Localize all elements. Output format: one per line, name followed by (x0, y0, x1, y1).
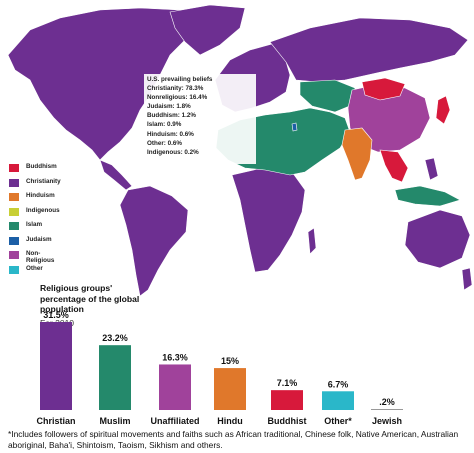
legend-label: Non-Religious (26, 250, 55, 264)
greenland-region (169, 4, 246, 56)
bar-category-label: Other* (324, 416, 352, 426)
southeast-asia-region (379, 149, 409, 183)
legend-swatch (9, 251, 19, 259)
chart-subtitle: For 2010 (40, 318, 75, 328)
legend-label: Buddhism (26, 163, 57, 170)
legend-swatch (9, 164, 19, 172)
callout-line: Christianity: 78.3% (147, 85, 204, 93)
bar-group-unaffiliated: 16.3% Unaffiliated (150, 352, 199, 426)
bar-value-label: 16.3% (162, 352, 188, 362)
legend-label: Judaism (26, 235, 52, 243)
north-america-region (7, 7, 206, 161)
callout-line: Buddhism: 1.2% (147, 112, 196, 120)
bar (99, 345, 131, 410)
russia-region (269, 17, 469, 83)
central-america-region (99, 159, 133, 191)
bar-category-label: Unaffiliated (150, 416, 199, 426)
bar-category-label: Muslim (99, 416, 130, 426)
legend-swatch (9, 207, 19, 216)
footnote: *Includes followers of spiritual movemen… (8, 429, 459, 450)
callout-line: Other: 0.6% (147, 139, 182, 147)
legend-swatch (9, 193, 19, 201)
israel-region (291, 122, 298, 132)
callout-line: Judaism: 1.8% (147, 103, 191, 111)
legend-label: Hinduism (26, 192, 55, 199)
legend-swatch (9, 265, 19, 274)
bar-category-label: Jewish (372, 416, 402, 426)
bar-group-other: 6.7% Other* (322, 379, 354, 426)
bar-group-jewish: .2% Jewish (371, 397, 403, 426)
world-religions-map (7, 4, 473, 297)
japan-region (435, 95, 451, 125)
madagascar-region (307, 227, 317, 255)
callout-line: Islam: 0.9% (147, 121, 182, 129)
australia-region (404, 209, 471, 269)
bar (371, 409, 403, 410)
legend-swatch (9, 222, 19, 230)
bar (322, 391, 354, 410)
bar-value-label: 6.7% (328, 379, 349, 389)
legend-label: Christianity (26, 177, 61, 185)
bar-value-label: 7.1% (277, 378, 298, 388)
bar-group-hindu: 15% Hindu (214, 356, 246, 426)
india-region (341, 127, 373, 181)
legend-label: Other (26, 264, 43, 272)
callout-line: Nonreligious: 16.4% (147, 94, 208, 102)
south-america-region (119, 185, 189, 297)
central-asia-region (299, 79, 356, 113)
bar-category-label: Buddhist (268, 416, 307, 426)
new-zealand-region (461, 267, 473, 291)
mongolia-region (361, 77, 406, 101)
bar-category-label: Hindu (217, 416, 243, 426)
bar (271, 390, 303, 410)
callout-line: Indigenous: 0.2% (147, 148, 199, 156)
legend-swatch (9, 236, 19, 245)
bar-group-muslim: 23.2% Muslim (99, 333, 131, 426)
bar-value-label: 23.2% (102, 333, 128, 343)
callout-line: Hinduism: 0.6% (147, 130, 194, 138)
legend-label: Indigenous (26, 206, 60, 214)
philippines-region (424, 157, 439, 181)
bar-value-label: 15% (221, 356, 239, 366)
bar (214, 368, 246, 410)
bar-category-label: Christian (36, 416, 75, 426)
bar (40, 322, 72, 410)
us-beliefs-callout: U.S. prevailing beliefs Christianity: 78… (144, 74, 256, 164)
bar-value-label: .2% (379, 397, 395, 407)
bar (159, 364, 191, 410)
legend-swatch (9, 178, 19, 187)
callout-title: U.S. prevailing beliefs (147, 76, 213, 83)
indonesia-region (394, 185, 461, 207)
bar-group-buddhist: 7.1% Buddhist (268, 378, 307, 426)
chart-title: Religious groups' percentage of the glob… (40, 283, 140, 315)
legend-label: Islam (26, 221, 43, 228)
